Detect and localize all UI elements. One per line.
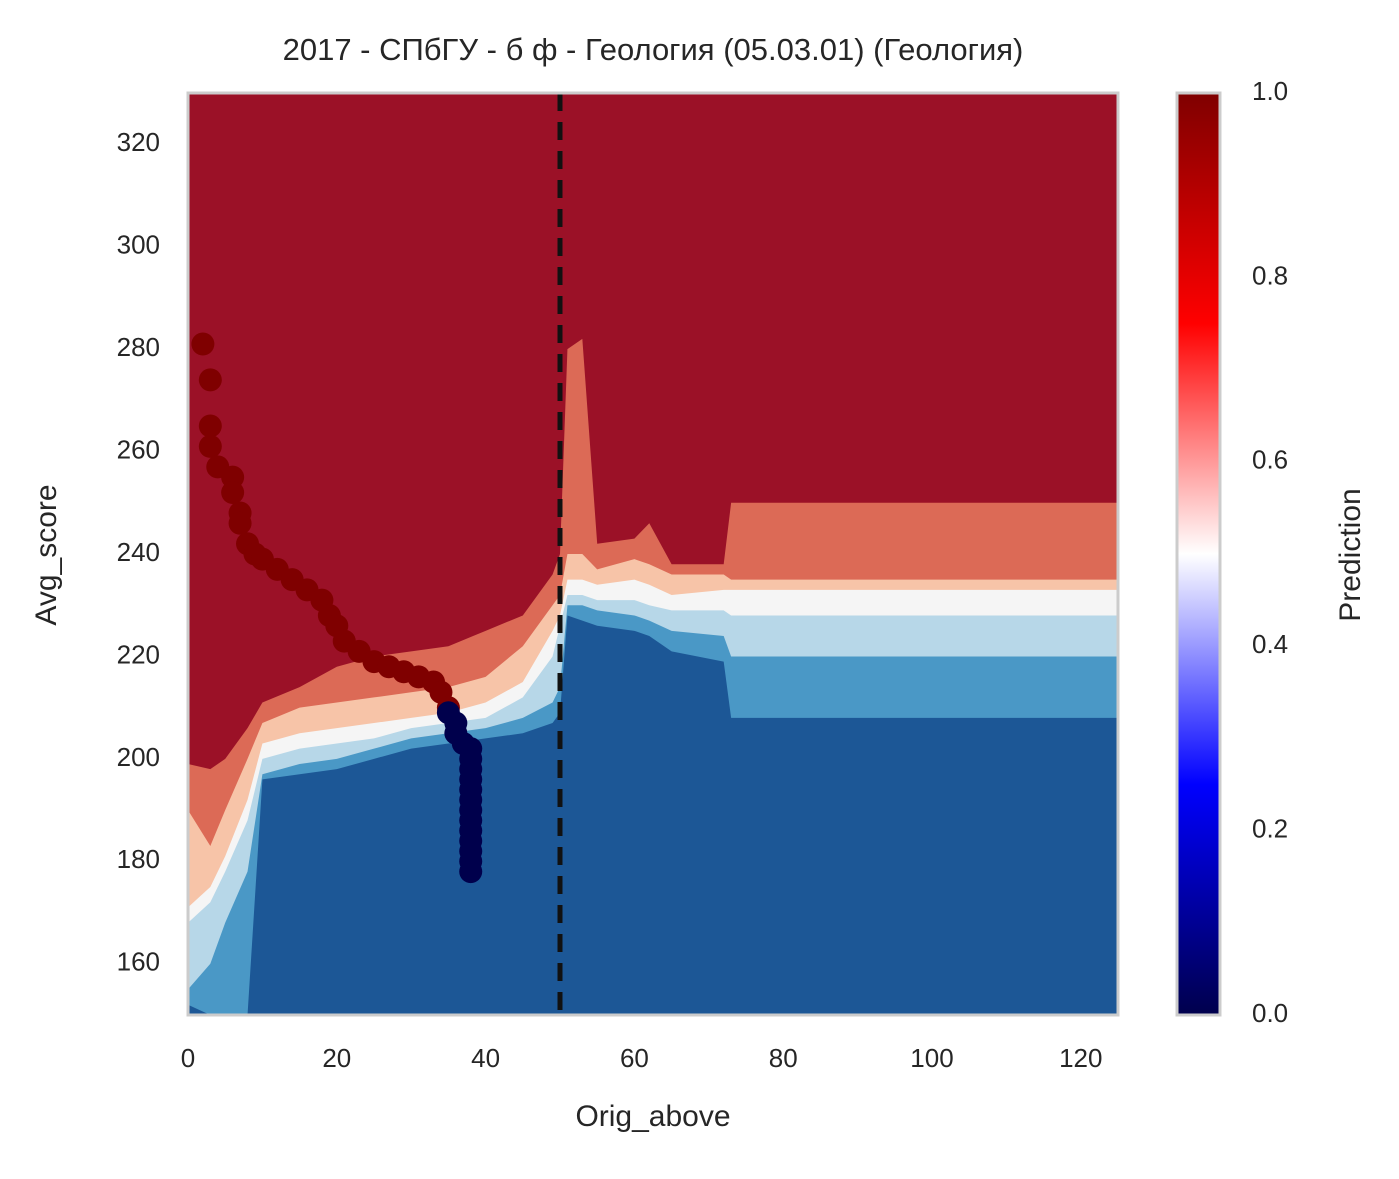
x-tick-label: 20 bbox=[322, 1043, 351, 1073]
y-tick-label: 220 bbox=[117, 639, 160, 669]
scatter-point bbox=[198, 414, 222, 438]
y-tick-label: 300 bbox=[117, 230, 160, 260]
y-axis-label: Avg_score bbox=[30, 484, 63, 625]
plot-area bbox=[188, 93, 1118, 1015]
y-tick-label: 180 bbox=[117, 844, 160, 874]
colorbar-tick-label: 0.0 bbox=[1252, 998, 1288, 1028]
x-tick-label: 40 bbox=[471, 1043, 500, 1073]
chart-title: 2017 - СПбГУ - б ф - Геология (05.03.01)… bbox=[283, 32, 1024, 67]
contour-band bbox=[188, 93, 1118, 770]
plot-frame bbox=[186, 91, 1120, 1017]
colorbar-tick-label: 1.0 bbox=[1252, 76, 1288, 106]
y-tick-label: 160 bbox=[117, 947, 160, 977]
colorbar-label: Prediction bbox=[1334, 488, 1367, 621]
colorbar-tick-label: 0.2 bbox=[1252, 813, 1288, 843]
x-axis-label: Orig_above bbox=[575, 1100, 730, 1133]
scatter-point bbox=[221, 481, 245, 505]
x-tick-label: 100 bbox=[910, 1043, 953, 1073]
scatter-point bbox=[198, 434, 222, 458]
colorbar-tick-label: 0.6 bbox=[1252, 445, 1288, 475]
y-tick-label: 240 bbox=[117, 537, 160, 567]
y-tick-label: 320 bbox=[117, 127, 160, 157]
colorbar-tick-label: 0.8 bbox=[1252, 260, 1288, 290]
colorbar-tick-label: 0.4 bbox=[1252, 629, 1288, 659]
x-tick-label: 120 bbox=[1059, 1043, 1102, 1073]
scatter-point bbox=[228, 511, 252, 535]
y-tick-label: 260 bbox=[117, 434, 160, 464]
colorbar bbox=[1175, 91, 1222, 1017]
y-tick-label: 280 bbox=[117, 332, 160, 362]
scatter-point bbox=[459, 860, 483, 884]
x-tick-label: 80 bbox=[769, 1043, 798, 1073]
scatter-point bbox=[191, 332, 215, 356]
y-tick-label: 200 bbox=[117, 742, 160, 772]
x-tick-label: 0 bbox=[181, 1043, 195, 1073]
scatter-point bbox=[198, 368, 222, 392]
x-tick-label: 60 bbox=[620, 1043, 649, 1073]
